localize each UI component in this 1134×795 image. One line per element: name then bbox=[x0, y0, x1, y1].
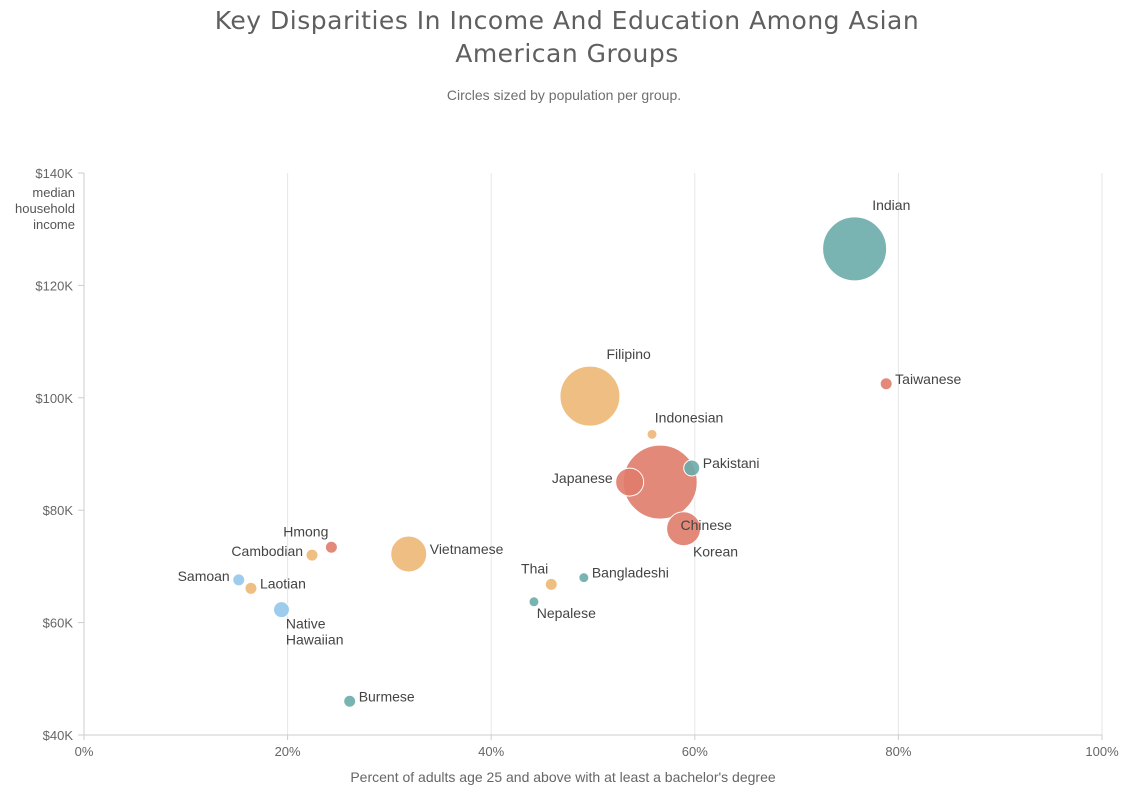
y-axis-label: median household income bbox=[15, 185, 75, 232]
point-laotian[interactable] bbox=[244, 581, 258, 595]
point-indian[interactable] bbox=[822, 216, 888, 282]
chart-title-line-1: Key Disparities In Income And Education … bbox=[214, 6, 920, 35]
label-cambodian: Cambodian bbox=[231, 543, 303, 559]
point-labels: Indian Taiwanese Filipino Indonesian Pakista… bbox=[178, 197, 962, 704]
point-japanese[interactable] bbox=[615, 467, 645, 497]
y-axis-label-line: income bbox=[33, 217, 75, 232]
y-tick-label: $80K bbox=[43, 503, 74, 518]
label-taiwanese: Taiwanese bbox=[895, 371, 961, 387]
label-burmese: Burmese bbox=[359, 688, 415, 704]
y-tick-label: $100K bbox=[35, 391, 73, 406]
point-vietnamese[interactable] bbox=[390, 535, 428, 573]
y-axis-label-line: median bbox=[32, 185, 75, 200]
point-thai[interactable] bbox=[544, 577, 558, 591]
point-hmong[interactable] bbox=[324, 540, 338, 554]
x-tick-label: 40% bbox=[478, 744, 504, 759]
chart-subtitle: Circles sized by population per group. bbox=[446, 87, 682, 103]
label-bangladeshi: Bangladeshi bbox=[592, 565, 669, 581]
chart-title-line-2: American Groups bbox=[455, 39, 679, 68]
y-tick-label: $140K bbox=[35, 166, 73, 181]
y-tick-label: $60K bbox=[43, 616, 74, 631]
point-pakistani[interactable] bbox=[683, 459, 701, 477]
label-korean: Korean bbox=[693, 544, 738, 560]
point-nepalese[interactable] bbox=[528, 596, 540, 608]
label-japanese: Japanese bbox=[552, 470, 613, 486]
x-tick-label: 0% bbox=[75, 744, 94, 759]
chart-title: Key Disparities In Income And Education … bbox=[0, 4, 1134, 70]
y-axis-label-line: household bbox=[15, 201, 75, 216]
x-tick-label: 80% bbox=[885, 744, 911, 759]
x-tick-label: 20% bbox=[275, 744, 301, 759]
label-laotian: Laotian bbox=[260, 575, 306, 591]
label-indian: Indian bbox=[872, 197, 910, 213]
label-hmong: Hmong bbox=[283, 523, 328, 539]
axes: 0% 20% 40% 60% 80% 100% $40K $60K $80K $100K $120K… bbox=[35, 166, 1119, 759]
x-tick-label: 60% bbox=[682, 744, 708, 759]
y-tick-label: $40K bbox=[43, 728, 74, 743]
label-chinese: Chinese bbox=[681, 517, 733, 533]
point-taiwanese[interactable] bbox=[879, 377, 893, 391]
point-samoan[interactable] bbox=[232, 573, 246, 587]
point-native-hawaiian[interactable] bbox=[272, 601, 290, 619]
data-points bbox=[232, 216, 893, 708]
label-samoan: Samoan bbox=[178, 568, 230, 584]
y-tick-label: $120K bbox=[35, 278, 73, 293]
point-burmese[interactable] bbox=[343, 694, 357, 708]
point-indonesian[interactable] bbox=[646, 428, 658, 440]
label-nepalese: Nepalese bbox=[537, 605, 596, 621]
label-filipino: Filipino bbox=[606, 346, 651, 362]
x-tick-label: 100% bbox=[1085, 744, 1119, 759]
label-pakistani: Pakistani bbox=[703, 455, 760, 471]
x-axis-label: Percent of adults age 25 and above with … bbox=[350, 769, 776, 785]
point-filipino[interactable] bbox=[559, 365, 621, 427]
label-thai: Thai bbox=[521, 560, 548, 576]
grid-lines bbox=[287, 173, 1103, 735]
label-vietnamese: Vietnamese bbox=[430, 541, 504, 557]
point-bangladeshi[interactable] bbox=[578, 572, 590, 584]
point-cambodian[interactable] bbox=[305, 548, 319, 562]
point-korean[interactable] bbox=[666, 511, 702, 547]
label-indonesian: Indonesian bbox=[655, 409, 724, 425]
label-native-hawaiian: Native Hawaiian bbox=[286, 616, 344, 648]
